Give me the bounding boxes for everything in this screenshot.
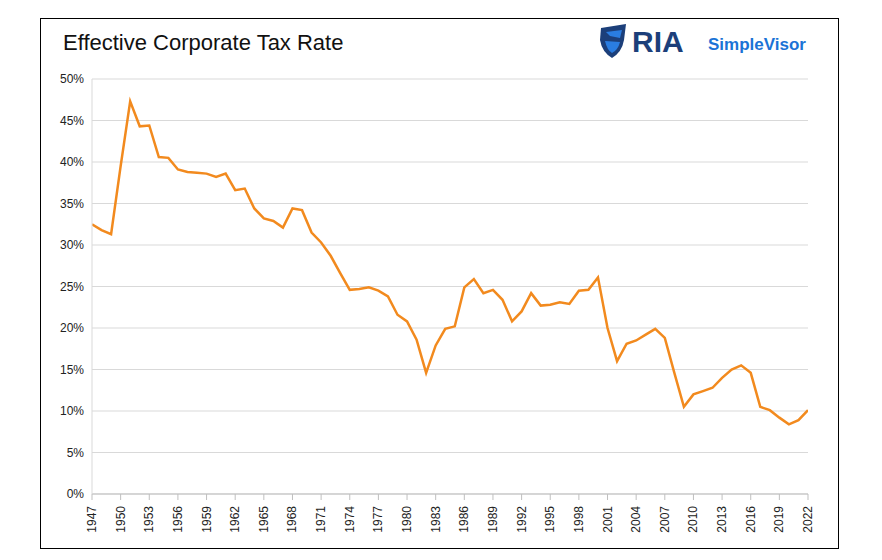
svg-text:1971: 1971 [314,506,328,533]
svg-text:1980: 1980 [400,506,414,533]
svg-text:5%: 5% [67,446,85,460]
svg-text:1983: 1983 [429,506,443,533]
svg-text:2016: 2016 [744,506,758,533]
html-text:Effective Corporate Tax Rate: Effective Corporate Tax Rate [63,30,344,55]
svg-text:50%: 50% [60,72,84,86]
svg-text:35%: 35% [60,197,84,211]
svg-text:1992: 1992 [515,506,529,533]
svg-text:0%: 0% [67,487,85,501]
svg-text:10%: 10% [60,404,84,418]
svg-text:1950: 1950 [114,506,128,533]
svg-text:2019: 2019 [772,506,786,533]
svg-text:RIA: RIA [632,25,684,58]
svg-text:1959: 1959 [200,506,214,533]
svg-text:1974: 1974 [343,506,357,533]
svg-text:2001: 2001 [601,506,615,533]
svg-text:1953: 1953 [142,506,156,533]
svg-text:1986: 1986 [457,506,471,533]
svg-text:20%: 20% [60,321,84,335]
svg-text:1965: 1965 [257,506,271,533]
svg-text:1977: 1977 [371,506,385,533]
svg-text:45%: 45% [60,114,84,128]
svg-text:30%: 30% [60,238,84,252]
svg-text:2010: 2010 [686,506,700,533]
svg-text:2022: 2022 [801,506,815,533]
svg-text:1956: 1956 [171,506,185,533]
svg-text:1995: 1995 [543,506,557,533]
svg-text:1962: 1962 [228,506,242,533]
svg-text:1998: 1998 [572,506,586,533]
svg-text:2007: 2007 [658,506,672,533]
svg-text:15%: 15% [60,363,84,377]
svg-text:1968: 1968 [285,506,299,533]
svg-text:2004: 2004 [629,506,643,533]
svg-text:SimpleVisor: SimpleVisor [708,35,806,54]
svg-text:40%: 40% [60,155,84,169]
svg-text:1989: 1989 [486,506,500,533]
svg-text:2013: 2013 [715,506,729,533]
svg-text:1947: 1947 [85,506,99,533]
svg-text:25%: 25% [60,280,84,294]
